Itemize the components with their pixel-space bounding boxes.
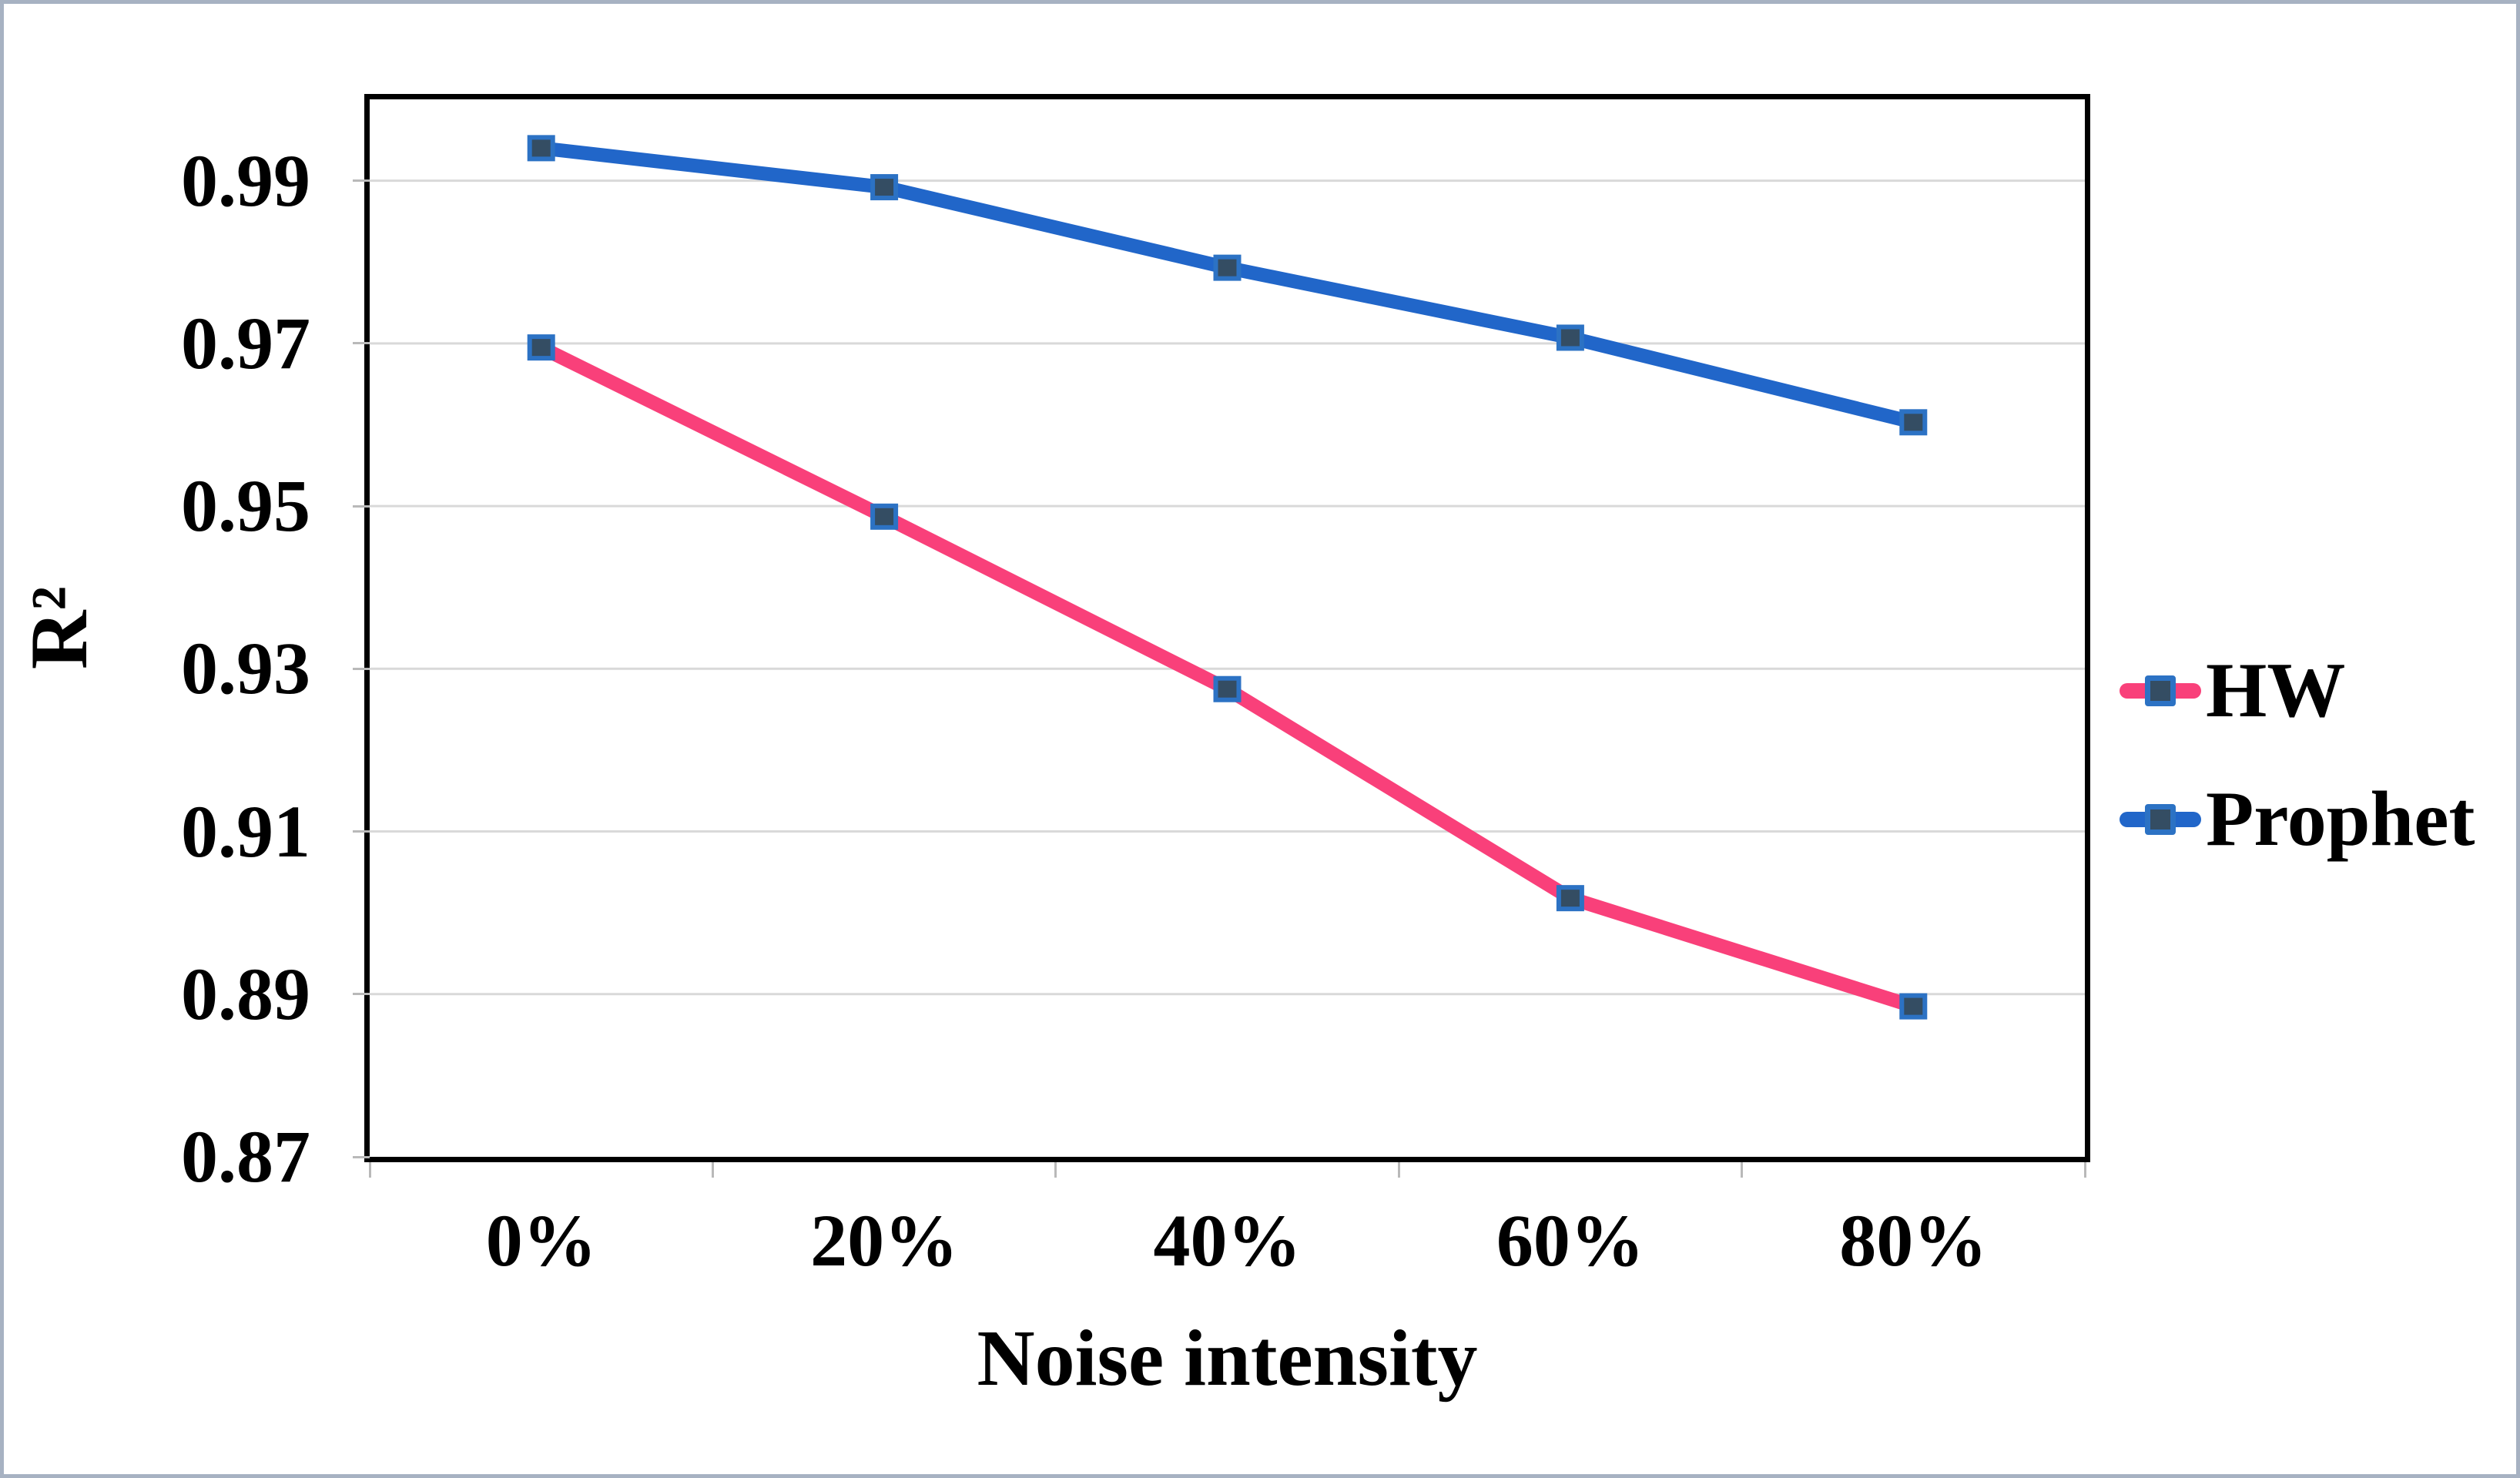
y-tick-mark — [353, 1155, 370, 1158]
x-tick-mark — [1741, 1162, 1744, 1178]
x-tick-mark — [1397, 1162, 1400, 1178]
chart-canvas — [370, 135, 2085, 1020]
y-tick-label: 0.89 — [181, 952, 310, 1035]
x-tick-label: 80% — [1839, 1199, 1988, 1282]
y-tick-mark — [353, 667, 370, 670]
y-tick-label: 0.91 — [181, 789, 310, 873]
y-tick-mark — [353, 342, 370, 345]
y-tick-label: 0.93 — [181, 627, 310, 710]
legend-square-marker-icon — [2145, 675, 2176, 706]
legend-line-prophet — [2120, 804, 2201, 835]
data-point-marker-prophet — [1556, 324, 1584, 351]
x-tick-mark — [711, 1162, 714, 1178]
legend-square-marker-icon — [2145, 804, 2176, 835]
x-tick-mark — [1054, 1162, 1057, 1178]
data-point-marker-prophet — [527, 135, 555, 162]
data-point-marker-hw — [1899, 993, 1928, 1020]
y-tick-label: 0.95 — [181, 464, 310, 548]
legend-label-prophet: Prophet — [2206, 776, 2475, 863]
data-point-marker-hw — [870, 503, 899, 530]
y-tick-label: 0.99 — [181, 139, 310, 222]
x-tick-mark — [2083, 1162, 2086, 1178]
y-tick-label: 0.97 — [181, 301, 310, 384]
data-point-marker-hw — [1556, 885, 1584, 912]
plot-area — [364, 94, 2090, 1162]
y-tick-label: 0.87 — [181, 1115, 310, 1198]
x-tick-label: 60% — [1496, 1199, 1644, 1282]
legend-label-hw: HW — [2206, 647, 2346, 734]
x-tick-label: 20% — [810, 1199, 959, 1282]
x-tick-label: 0% — [485, 1199, 597, 1282]
y-tick-mark — [353, 993, 370, 996]
y-tick-mark — [353, 830, 370, 833]
legend-line-hw — [2120, 675, 2201, 706]
x-axis-title: Noise intensity — [977, 1314, 1478, 1403]
y-tick-mark — [353, 179, 370, 183]
x-tick-label: 40% — [1153, 1199, 1302, 1282]
data-point-marker-prophet — [870, 174, 899, 201]
data-point-marker-hw — [1213, 675, 1242, 702]
x-tick-mark — [368, 1162, 371, 1178]
legend-entry-prophet: Prophet — [2120, 780, 2475, 859]
data-point-marker-hw — [527, 334, 555, 361]
series-line-prophet — [534, 141, 1921, 430]
y-tick-mark — [353, 504, 370, 508]
data-point-marker-prophet — [1213, 254, 1242, 281]
data-point-marker-prophet — [1899, 409, 1928, 436]
legend-entry-hw: HW — [2120, 652, 2345, 730]
